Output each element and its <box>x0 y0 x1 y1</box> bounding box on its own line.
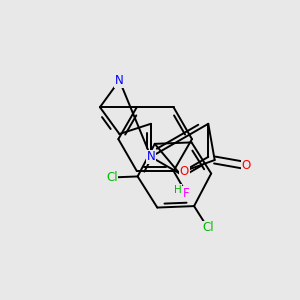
Text: H: H <box>174 185 182 195</box>
Text: N: N <box>146 150 155 164</box>
Text: Cl: Cl <box>202 221 214 234</box>
Text: N: N <box>115 74 124 87</box>
Text: O: O <box>180 164 189 178</box>
Text: O: O <box>242 159 251 172</box>
Text: N: N <box>146 150 155 164</box>
Text: Cl: Cl <box>106 171 118 184</box>
Text: F: F <box>183 187 190 200</box>
